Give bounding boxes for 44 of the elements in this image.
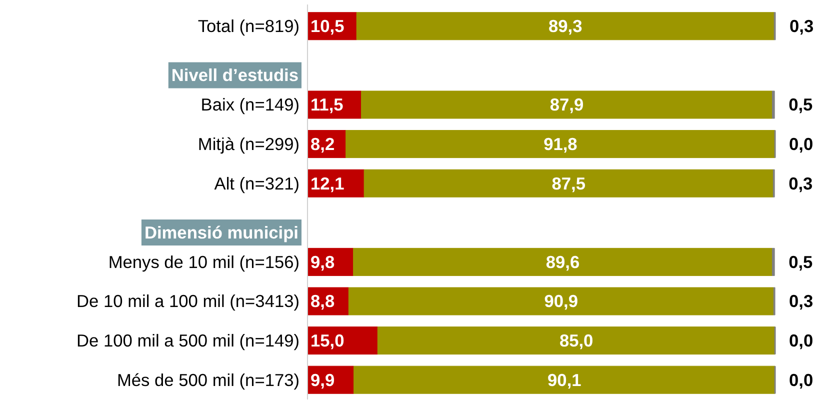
y-tick-label: Total (n=819) — [198, 16, 300, 36]
data-label: 0,5 — [788, 94, 814, 115]
data-label: 90,9 — [544, 291, 578, 312]
data-label: 87,5 — [552, 173, 586, 194]
data-label: 0,5 — [788, 252, 814, 272]
y-tick-label: Alt (n=321) — [214, 173, 300, 194]
data-label: 8,2 — [310, 134, 335, 154]
data-label: 0,3 — [790, 16, 814, 36]
bar — [354, 366, 776, 394]
data-label: 90,1 — [548, 370, 582, 390]
y-tick-label: Menys de 10 mil (n=156) — [108, 252, 300, 272]
data-label: 0,0 — [789, 370, 814, 390]
data-label: 15,0 — [310, 330, 344, 351]
data-label: 89,3 — [548, 16, 583, 36]
data-label: 0,0 — [789, 330, 814, 351]
data-label: 10,5 — [310, 16, 345, 36]
data-label: 85,0 — [559, 330, 594, 351]
y-tick-label: Mitjà (n=299) — [198, 134, 300, 154]
data-label: 12,1 — [310, 173, 345, 194]
data-label: 9,8 — [310, 252, 335, 272]
bar — [361, 90, 772, 119]
y-tick-label: Més de 500 mil (n=173) — [116, 370, 300, 390]
data-label: 9,9 — [310, 370, 335, 390]
bar — [348, 287, 774, 316]
data-label: 91,8 — [544, 134, 578, 154]
y-tick-label: De 10 mil a 100 mil (n=3413) — [76, 291, 300, 312]
data-label: 89,6 — [546, 252, 580, 272]
data-label: 0,0 — [789, 134, 814, 154]
bar — [772, 248, 775, 276]
bar — [772, 90, 775, 119]
y-tick-label: De 100 mil a 500 mil (n=149) — [76, 330, 300, 351]
bar — [377, 326, 776, 355]
bar — [346, 130, 776, 158]
data-label: 0,3 — [788, 173, 814, 194]
bar — [364, 169, 774, 198]
bar — [353, 248, 772, 276]
data-label: 0,3 — [789, 291, 814, 312]
y-tick-label: Baix (n=149) — [200, 94, 300, 115]
y-tick-label: Nivell d’estudis — [171, 65, 299, 86]
bar — [356, 12, 774, 40]
data-label: 11,5 — [310, 94, 344, 115]
y-tick-label: Dimensió municipi — [144, 222, 299, 242]
data-label: 87,9 — [550, 94, 584, 115]
data-label: 8,8 — [310, 291, 335, 312]
